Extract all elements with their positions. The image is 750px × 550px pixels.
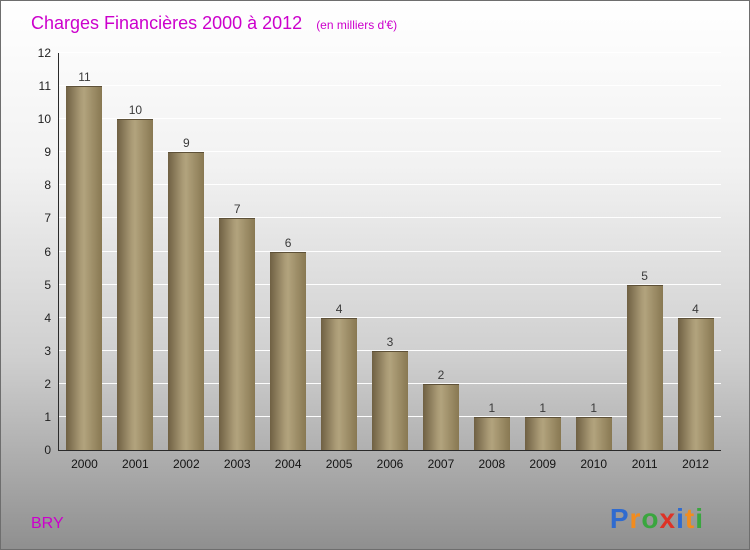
x-tick-label-2005: 2005 bbox=[325, 457, 353, 471]
y-tick-label: 11 bbox=[38, 79, 51, 94]
bar-cell-2005: 4 bbox=[314, 53, 365, 450]
x-tick-label-2007: 2007 bbox=[427, 457, 455, 471]
y-tick-label: 0 bbox=[44, 443, 51, 457]
bar-2007 bbox=[422, 383, 459, 450]
x-axis-labels: 2000 2001 2002 2003 2004 2005 2006 2007 2008 2009… bbox=[59, 457, 721, 471]
bar-value-2008: 1 bbox=[488, 400, 496, 415]
x-tick-label-2012: 2012 bbox=[682, 457, 709, 471]
bar-value-2007: 2 bbox=[437, 367, 445, 382]
logo-letter: i bbox=[676, 503, 685, 534]
gridline bbox=[59, 217, 721, 219]
bar-value-2011: 5 bbox=[641, 268, 648, 283]
logo-letter: i bbox=[695, 503, 704, 534]
bar-2011 bbox=[626, 284, 663, 450]
y-tick-label: 6 bbox=[44, 244, 51, 259]
bar-2002 bbox=[168, 152, 205, 450]
bar-cell-2002: 9 bbox=[161, 53, 212, 450]
gridline bbox=[59, 316, 721, 318]
x-tick-label-2010: 2010 bbox=[580, 457, 608, 471]
bar-2005 bbox=[321, 317, 358, 450]
y-tick-label: 7 bbox=[44, 211, 51, 226]
bar-cell-2008: 1 bbox=[466, 53, 517, 450]
x-tick-label-2001: 2001 bbox=[122, 457, 149, 471]
bar-value-2001: 10 bbox=[128, 103, 143, 118]
bar-cell-2012: 4 bbox=[670, 53, 721, 450]
bar-value-2010: 1 bbox=[590, 400, 598, 415]
bar-value-2002: 9 bbox=[182, 136, 190, 151]
chart-header: Charges Financières 2000 à 2012 (en mill… bbox=[31, 13, 397, 34]
bar-cell-2010: 1 bbox=[568, 53, 619, 450]
logo-letter: x bbox=[659, 503, 677, 534]
y-tick-label: 3 bbox=[44, 343, 51, 358]
footer: BRY Proxiti bbox=[31, 505, 704, 533]
gridline bbox=[59, 250, 721, 252]
x-tick-label-2003: 2003 bbox=[223, 457, 251, 471]
bar-2012 bbox=[677, 317, 714, 450]
y-tick-label: 1 bbox=[44, 409, 51, 424]
proxiti-logo: Proxiti bbox=[610, 505, 704, 533]
y-tick-label: 8 bbox=[44, 178, 51, 193]
bar-value-2009: 1 bbox=[539, 400, 547, 415]
bar-2003 bbox=[219, 218, 256, 450]
y-tick-label: 12 bbox=[37, 46, 51, 60]
bar-cell-2009: 1 bbox=[517, 53, 568, 450]
bar-2009 bbox=[524, 416, 561, 450]
x-tick-label-2004: 2004 bbox=[274, 457, 302, 471]
bar-2000 bbox=[66, 86, 103, 450]
chart-title: Charges Financières 2000 à 2012 bbox=[31, 13, 303, 33]
bar-2004 bbox=[270, 251, 307, 450]
logo-letter: r bbox=[629, 503, 642, 534]
x-tick-label-2011: 2011 bbox=[631, 457, 658, 471]
bars-layer: 11 10 9 7 6 4 3 2 1 1 1 5 4 bbox=[59, 53, 721, 450]
bar-2010 bbox=[575, 416, 612, 450]
gridline bbox=[59, 184, 721, 186]
x-tick-label-2008: 2008 bbox=[478, 457, 506, 471]
y-tick-label: 5 bbox=[44, 277, 51, 292]
bar-cell-2004: 6 bbox=[263, 53, 314, 450]
y-tick-label: 9 bbox=[44, 145, 51, 160]
bar-cell-2003: 7 bbox=[212, 53, 263, 450]
bar-2008 bbox=[473, 416, 510, 450]
logo-letter: P bbox=[609, 503, 630, 534]
x-tick-label-2000: 2000 bbox=[71, 457, 98, 471]
bar-cell-2011: 5 bbox=[619, 53, 670, 450]
bar-cell-2001: 10 bbox=[110, 53, 161, 450]
bar-2006 bbox=[371, 350, 408, 450]
x-tick-label-2006: 2006 bbox=[376, 457, 404, 471]
company-name: BRY bbox=[31, 515, 64, 532]
gridline bbox=[59, 349, 721, 351]
bar-value-2005: 4 bbox=[335, 301, 343, 316]
gridline bbox=[59, 283, 721, 285]
bar-value-2006: 3 bbox=[386, 334, 394, 349]
logo-letter: o bbox=[641, 503, 660, 534]
bar-cell-2006: 3 bbox=[365, 53, 416, 450]
bar-cell-2000: 11 bbox=[59, 53, 110, 450]
gridline bbox=[59, 52, 721, 53]
bar-value-2000: 11 bbox=[78, 70, 91, 85]
bar-2001 bbox=[117, 119, 154, 450]
gridline bbox=[59, 118, 721, 120]
chart-subtitle: (en milliers d'€) bbox=[316, 18, 398, 32]
bar-value-2012: 4 bbox=[692, 301, 699, 316]
logo-letter: t bbox=[684, 503, 696, 534]
bar-chart-plot-area: 0 1 2 3 4 5 6 7 8 9 10 11 12 11 10 9 7 6 4 3 2 1 1 1 5 4 2000 200… bbox=[38, 47, 721, 471]
bar-value-2004: 6 bbox=[284, 235, 292, 250]
y-tick-label: 4 bbox=[44, 310, 51, 325]
bar-cell-2007: 2 bbox=[415, 53, 466, 450]
gridline bbox=[59, 151, 721, 153]
bar-value-2003: 7 bbox=[233, 202, 241, 217]
y-tick-label: 10 bbox=[37, 112, 51, 127]
y-tick-label: 2 bbox=[44, 376, 51, 391]
x-tick-label-2009: 2009 bbox=[529, 457, 557, 471]
x-tick-label-2002: 2002 bbox=[172, 457, 200, 471]
gridline bbox=[59, 85, 721, 87]
